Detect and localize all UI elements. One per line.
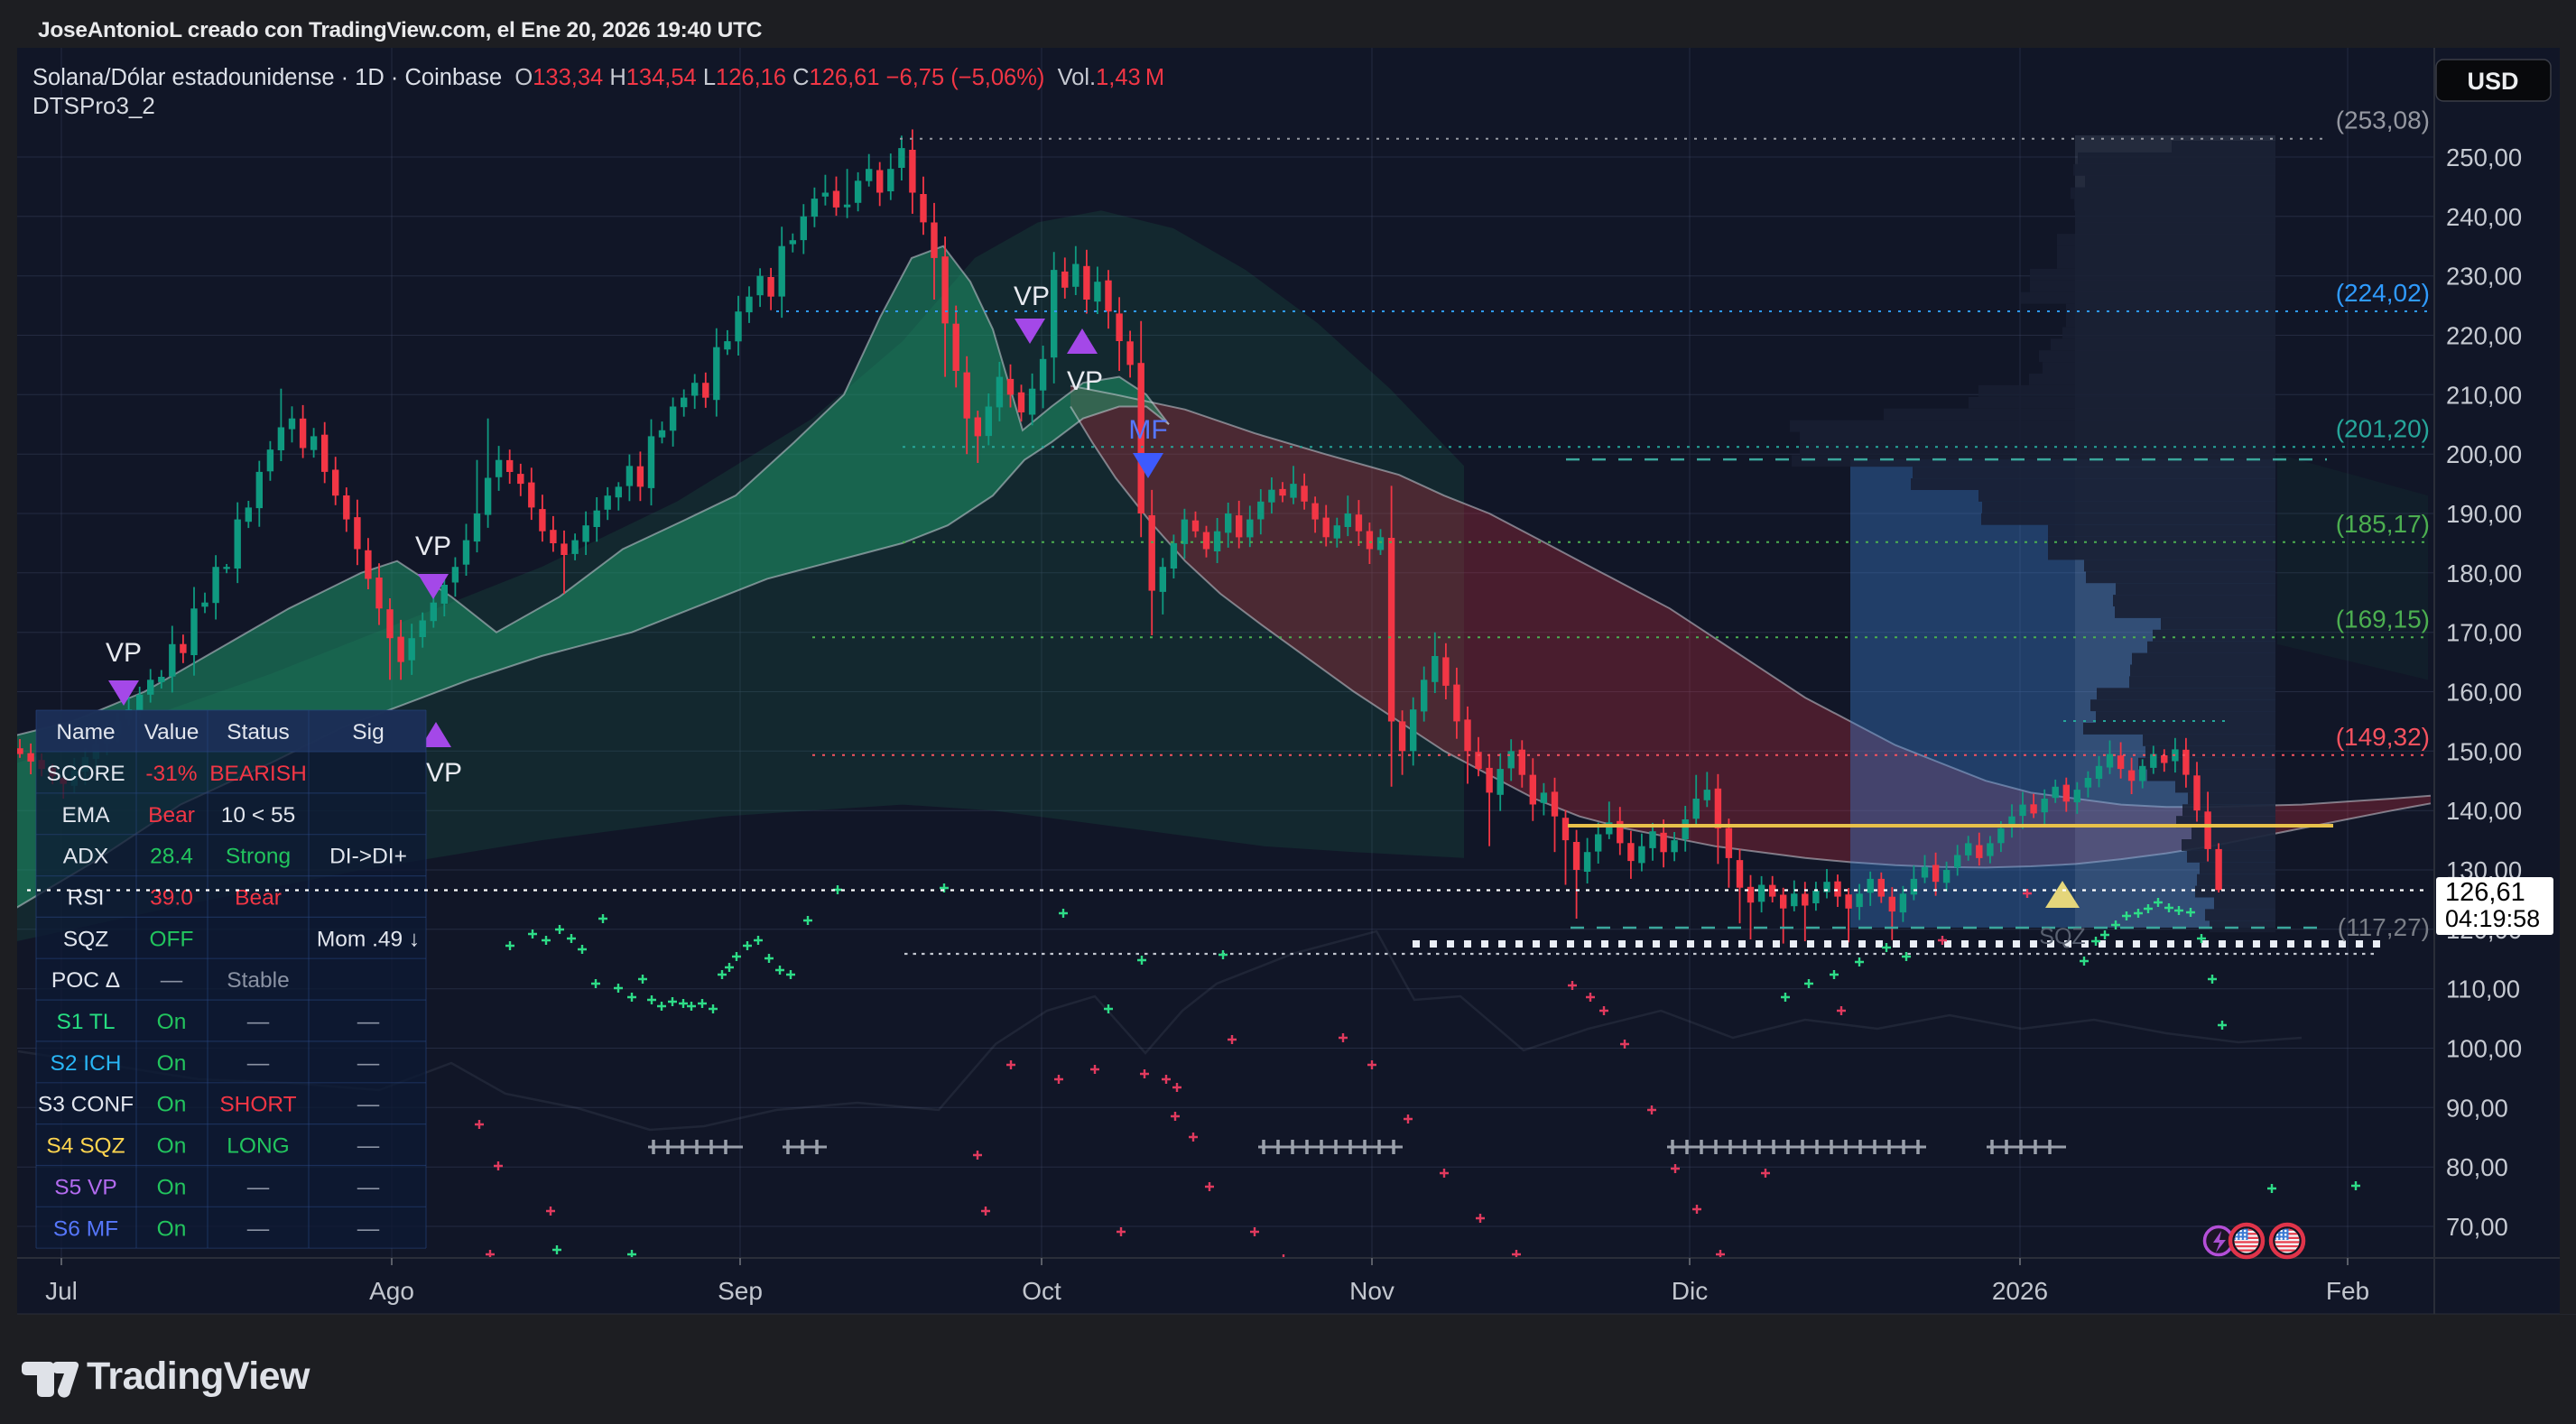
- svg-text:On: On: [157, 1216, 187, 1241]
- svg-text:(117,27): (117,27): [2338, 913, 2430, 941]
- svg-text:—: —: [357, 1093, 380, 1117]
- svg-text:—: —: [161, 968, 183, 993]
- svg-text:—: —: [247, 1010, 270, 1034]
- svg-text:Oct: Oct: [1022, 1277, 1061, 1305]
- svg-text:(185,17): (185,17): [2336, 510, 2430, 538]
- svg-text:VP: VP: [1067, 366, 1103, 396]
- svg-text:Status: Status: [227, 720, 289, 744]
- svg-text:On: On: [157, 1010, 187, 1034]
- svg-text:220,00: 220,00: [2446, 321, 2522, 349]
- svg-text:126,61: 126,61: [2445, 878, 2525, 907]
- svg-text:VP: VP: [426, 758, 462, 788]
- svg-text:Name: Name: [56, 720, 115, 744]
- svg-text:—: —: [247, 1175, 270, 1199]
- svg-text:80,00: 80,00: [2446, 1153, 2508, 1181]
- svg-text:POC Δ: POC Δ: [51, 968, 120, 993]
- svg-text:ADX: ADX: [63, 845, 108, 869]
- svg-text:(201,20): (201,20): [2336, 414, 2430, 442]
- svg-text:S2 ICH: S2 ICH: [51, 1051, 122, 1076]
- svg-text:210,00: 210,00: [2446, 381, 2522, 409]
- svg-text:S1 TL: S1 TL: [57, 1010, 116, 1034]
- svg-text:—: —: [357, 1216, 380, 1241]
- svg-text:240,00: 240,00: [2446, 203, 2522, 231]
- svg-text:Dic: Dic: [1672, 1277, 1708, 1305]
- svg-text:230,00: 230,00: [2446, 263, 2522, 291]
- svg-text:250,00: 250,00: [2446, 143, 2522, 171]
- svg-text:180,00: 180,00: [2446, 559, 2522, 587]
- svg-text:On: On: [157, 1175, 187, 1199]
- svg-text:110,00: 110,00: [2446, 976, 2520, 1003]
- svg-text:28.4: 28.4: [150, 845, 193, 869]
- svg-text:Bear: Bear: [148, 803, 195, 828]
- svg-text:Jul: Jul: [45, 1277, 78, 1305]
- svg-text:On: On: [157, 1051, 187, 1076]
- svg-text:160,00: 160,00: [2446, 678, 2522, 706]
- svg-text:Sig: Sig: [352, 720, 384, 744]
- svg-text:S6 MF: S6 MF: [53, 1216, 118, 1241]
- svg-text:—: —: [357, 1010, 380, 1034]
- svg-text:VP: VP: [415, 532, 451, 561]
- svg-text:140,00: 140,00: [2446, 797, 2522, 825]
- svg-text:—: —: [357, 1134, 380, 1159]
- svg-text:(169,15): (169,15): [2336, 605, 2430, 633]
- svg-text:LONG: LONG: [227, 1134, 289, 1159]
- svg-text:On: On: [157, 1134, 187, 1159]
- svg-text:S4 SQZ: S4 SQZ: [46, 1134, 125, 1159]
- svg-text:Nov: Nov: [1349, 1277, 1395, 1305]
- svg-text:SQZ: SQZ: [63, 927, 108, 951]
- svg-text:100,00: 100,00: [2446, 1034, 2522, 1062]
- svg-text:S3 CONF: S3 CONF: [38, 1093, 134, 1117]
- svg-text:04:19:58: 04:19:58: [2445, 905, 2540, 932]
- svg-text:OFF: OFF: [150, 927, 194, 951]
- svg-text:Mom .49 ↓: Mom .49 ↓: [317, 927, 420, 951]
- svg-text:BEARISH: BEARISH: [209, 762, 307, 786]
- svg-text:Value: Value: [144, 720, 199, 744]
- svg-text:2026: 2026: [1992, 1277, 2048, 1305]
- svg-text:200,00: 200,00: [2446, 440, 2522, 468]
- svg-text:-31%: -31%: [145, 762, 197, 786]
- svg-text:(253,08): (253,08): [2336, 106, 2430, 134]
- svg-text:EMA: EMA: [61, 803, 110, 828]
- svg-text:On: On: [157, 1093, 187, 1117]
- svg-text:USD: USD: [2467, 68, 2518, 95]
- svg-text:Ago: Ago: [369, 1277, 414, 1305]
- svg-text:—: —: [357, 1051, 380, 1076]
- svg-text:SHORT: SHORT: [219, 1093, 296, 1117]
- svg-text:10 < 55: 10 < 55: [221, 803, 295, 828]
- svg-text:Strong: Strong: [226, 845, 291, 869]
- svg-text:Solana/Dólar estadounidense ·: Solana/Dólar estadounidense · 1D · Coinb…: [32, 65, 1164, 90]
- svg-text:S5 VP: S5 VP: [54, 1175, 116, 1199]
- svg-text:Sep: Sep: [718, 1277, 763, 1305]
- svg-text:—: —: [247, 1051, 270, 1076]
- svg-text:JoseAntonioL creado con Tradin: JoseAntonioL creado con TradingView.com,…: [38, 18, 763, 42]
- svg-text:DTSPro3_2: DTSPro3_2: [32, 92, 155, 119]
- svg-text:TradingView: TradingView: [87, 1355, 310, 1398]
- svg-text:—: —: [357, 1175, 380, 1199]
- svg-text:SCORE: SCORE: [46, 762, 125, 786]
- svg-text:SQZ: SQZ: [2039, 924, 2085, 949]
- svg-text:(224,02): (224,02): [2336, 279, 2430, 307]
- svg-text:(149,32): (149,32): [2336, 723, 2430, 751]
- svg-text:150,00: 150,00: [2446, 737, 2522, 765]
- svg-text:VP: VP: [1014, 282, 1050, 311]
- svg-text:Stable: Stable: [227, 968, 289, 993]
- svg-text:VP: VP: [106, 638, 142, 668]
- svg-text:Feb: Feb: [2326, 1277, 2369, 1305]
- svg-text:190,00: 190,00: [2446, 500, 2522, 528]
- svg-text:90,00: 90,00: [2446, 1094, 2508, 1122]
- svg-text:70,00: 70,00: [2446, 1213, 2508, 1241]
- svg-text:MF: MF: [1128, 415, 1167, 445]
- svg-text:—: —: [247, 1216, 270, 1241]
- svg-text:170,00: 170,00: [2446, 619, 2522, 647]
- svg-text:DI->DI+: DI->DI+: [329, 845, 407, 869]
